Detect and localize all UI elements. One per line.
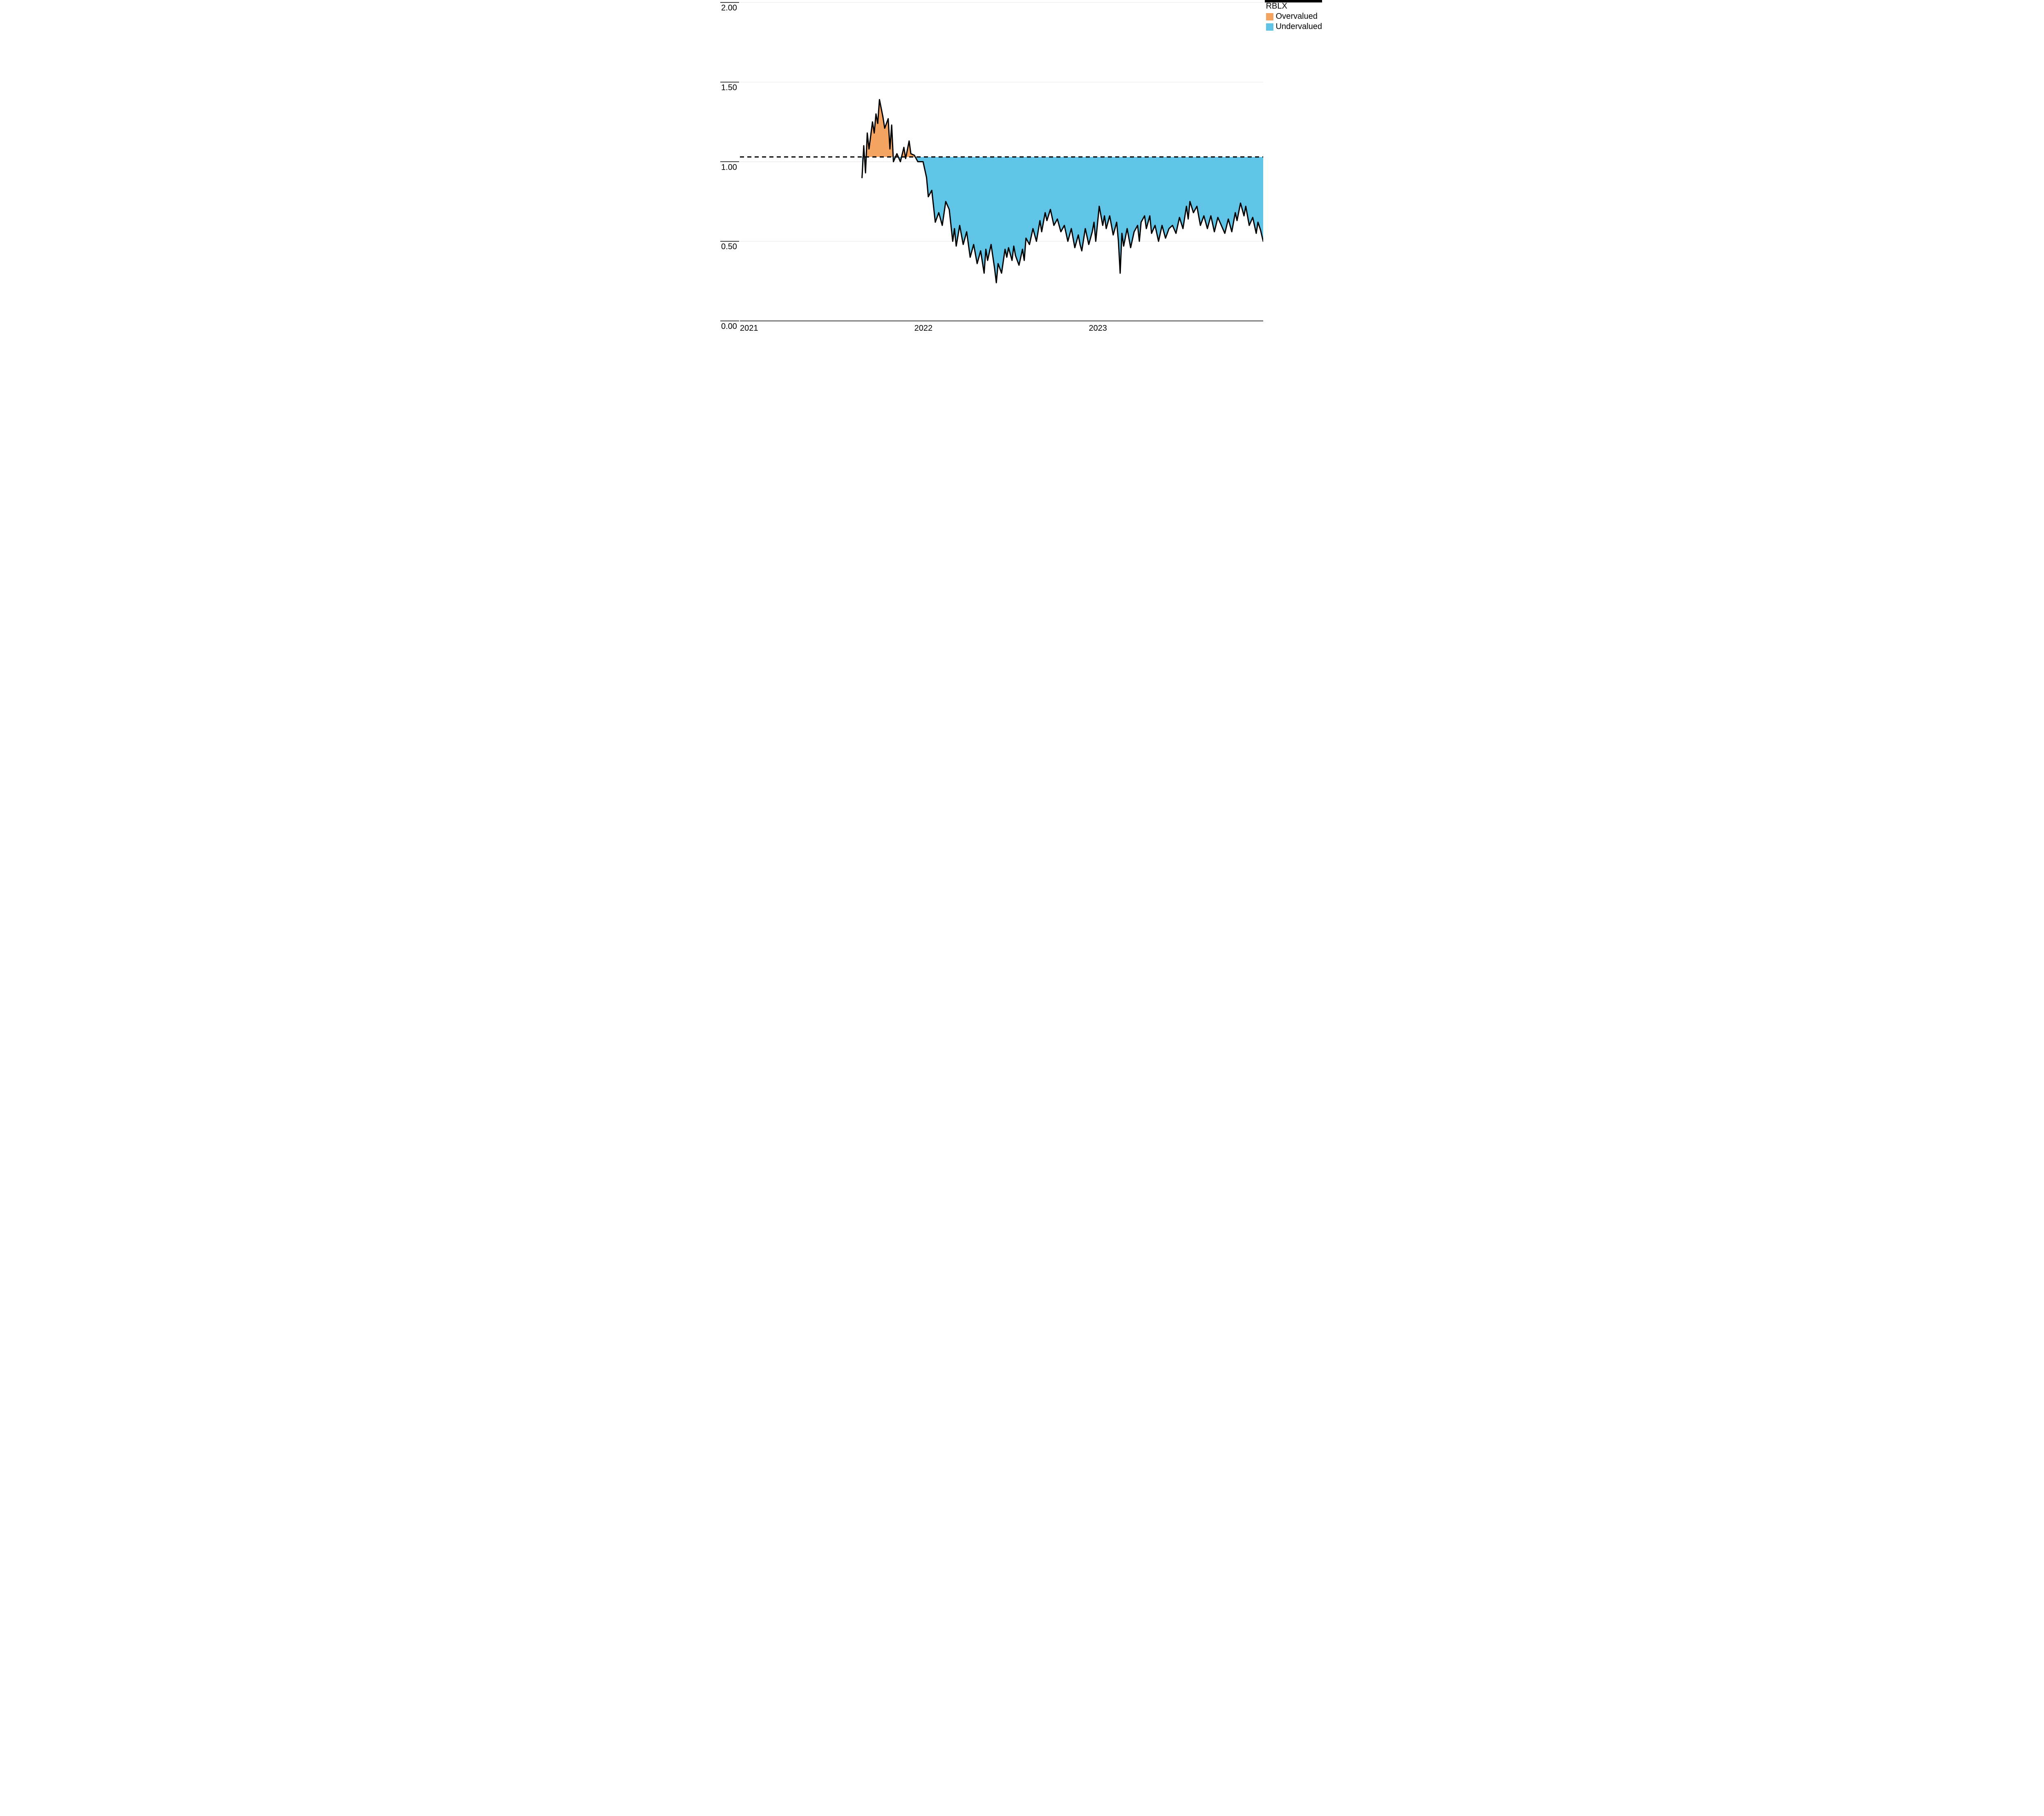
- x-tick-label: 2023: [1089, 324, 1107, 333]
- y-tick-label: 2.00: [721, 4, 737, 13]
- legend-label-undervalued: Undervalued: [1276, 22, 1322, 31]
- y-tick-label: 0.50: [721, 242, 737, 252]
- legend-swatch-overvalued: [1266, 13, 1273, 20]
- legend-swatch-undervalued: [1266, 23, 1273, 31]
- y-tick-label: 1.50: [721, 83, 737, 92]
- y-tick-label: 1.00: [721, 163, 737, 172]
- legend-item-overvalued: Overvalued: [1266, 12, 1322, 21]
- y-tick-label: 0.00: [721, 322, 737, 332]
- x-tick-label: 2022: [914, 324, 933, 333]
- legend-title: RBLX: [1266, 2, 1322, 11]
- legend: RBLX Overvalued Undervalued: [1266, 2, 1322, 31]
- valuation-chart: RBLX Overvalued Undervalued 0.00 0.50 1.00…: [719, 0, 1325, 340]
- legend-label-overvalued: Overvalued: [1276, 12, 1318, 21]
- legend-item-undervalued: Undervalued: [1266, 22, 1322, 31]
- chart-svg: [719, 0, 1325, 340]
- x-tick-label: 2021: [740, 324, 758, 333]
